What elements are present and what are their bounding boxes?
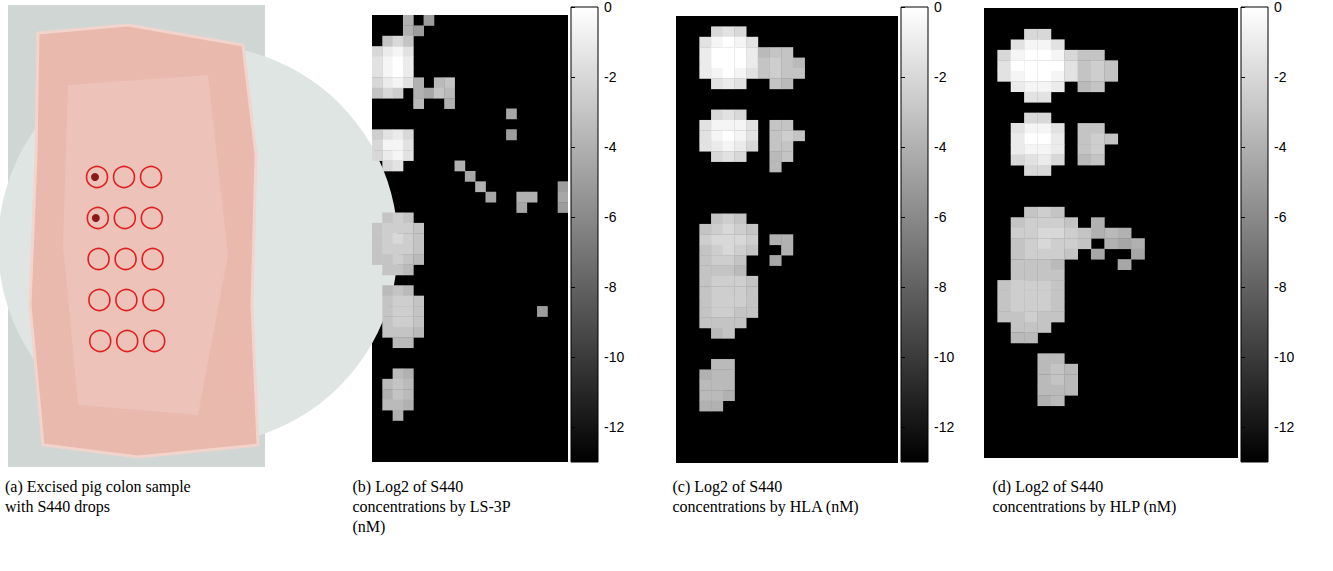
svg-text:-12: -12	[1274, 419, 1294, 435]
svg-text:(c) Log2 of S440: (c) Log2 of S440	[673, 478, 783, 496]
svg-text:-10: -10	[934, 349, 954, 365]
svg-text:-6: -6	[604, 209, 617, 225]
svg-text:-12: -12	[934, 419, 954, 435]
svg-text:(a) Excised pig colon sample: (a) Excised pig colon sample	[5, 478, 191, 496]
svg-text:(nM): (nM)	[353, 518, 386, 536]
svg-text:-6: -6	[934, 209, 947, 225]
svg-text:-10: -10	[604, 349, 624, 365]
svg-text:-4: -4	[604, 139, 617, 155]
svg-text:with S440 drops: with S440 drops	[5, 498, 110, 516]
svg-text:-12: -12	[604, 419, 624, 435]
svg-text:-6: -6	[1274, 209, 1287, 225]
svg-text:(d) Log2 of S440: (d) Log2 of S440	[993, 478, 1104, 496]
svg-text:0: 0	[1274, 0, 1282, 15]
svg-text:concentrations by HLP (nM): concentrations by HLP (nM)	[993, 498, 1177, 516]
svg-text:-4: -4	[934, 139, 947, 155]
svg-text:concentrations by LS-3P: concentrations by LS-3P	[353, 498, 511, 516]
svg-text:-2: -2	[934, 69, 947, 85]
svg-text:-10: -10	[1274, 349, 1294, 365]
svg-text:-8: -8	[1274, 279, 1287, 295]
svg-text:-8: -8	[934, 279, 947, 295]
svg-text:0: 0	[934, 0, 942, 15]
svg-text:-2: -2	[604, 69, 617, 85]
svg-text:concentrations by HLA (nM): concentrations by HLA (nM)	[673, 498, 859, 516]
svg-text:-2: -2	[1274, 69, 1287, 85]
svg-text:-8: -8	[604, 279, 617, 295]
svg-text:-4: -4	[1274, 139, 1287, 155]
svg-text:0: 0	[604, 0, 612, 15]
svg-text:(b) Log2 of S440: (b) Log2 of S440	[353, 478, 464, 496]
